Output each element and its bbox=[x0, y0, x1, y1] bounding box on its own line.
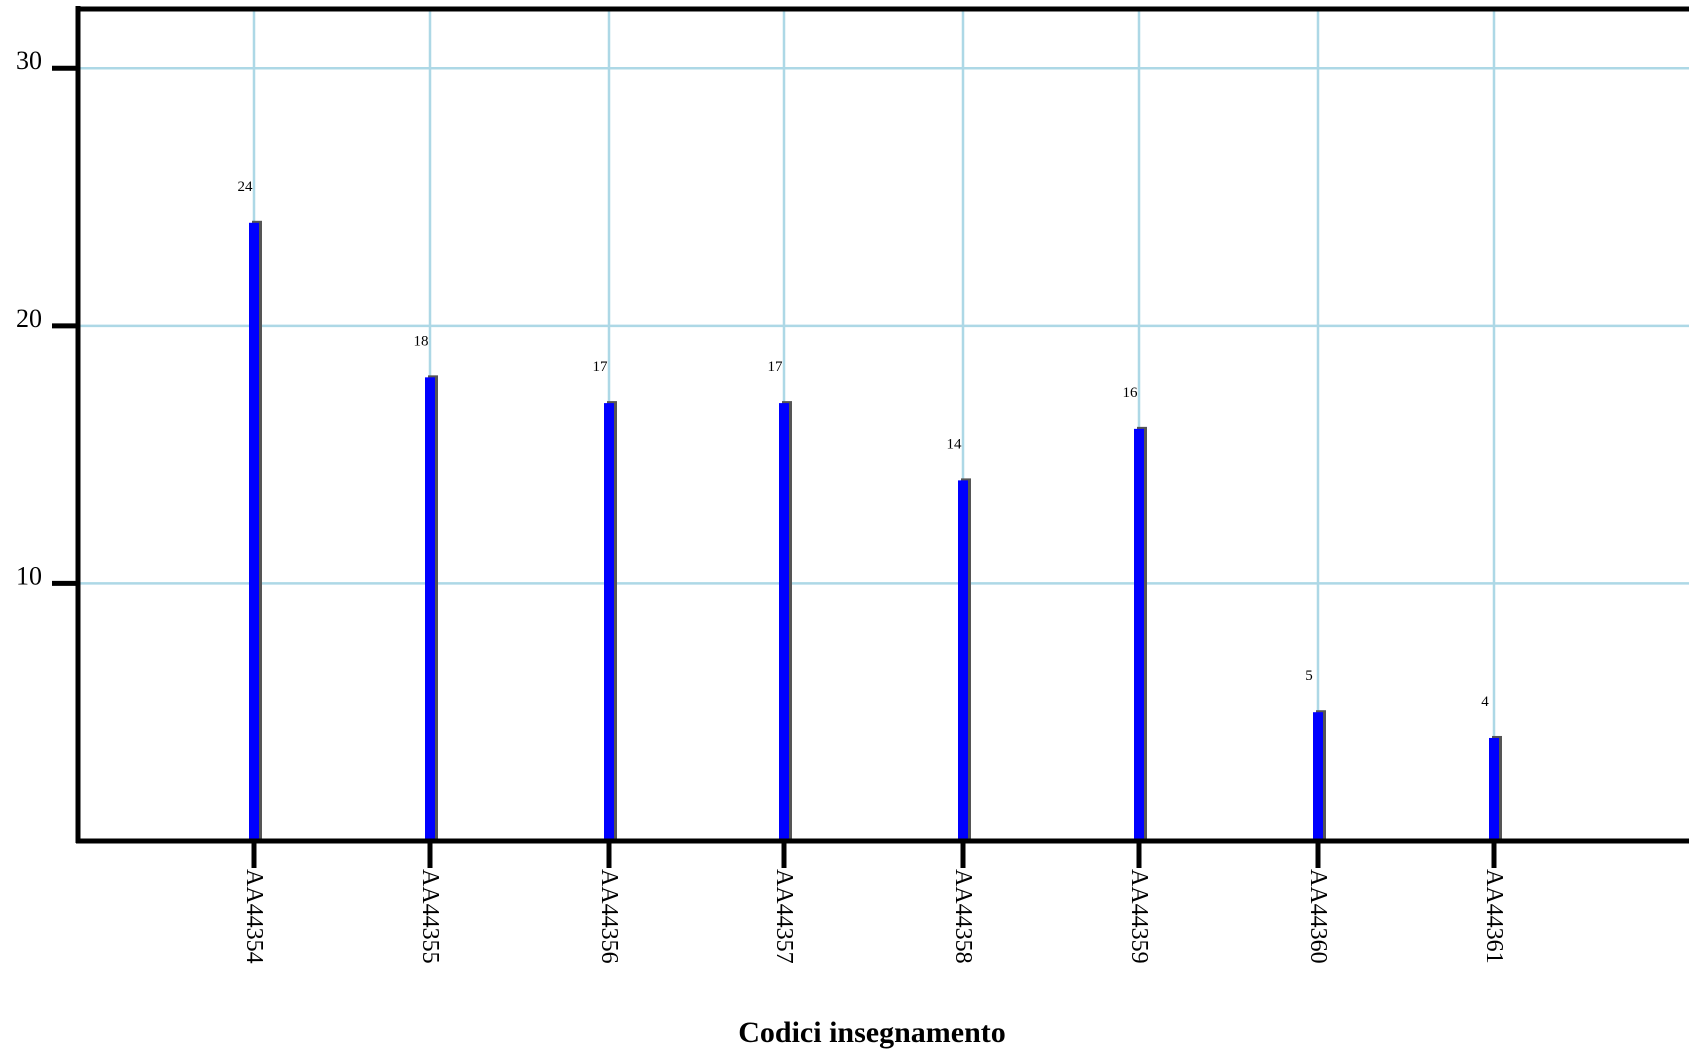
data-label: 4 bbox=[1481, 694, 1489, 710]
bar bbox=[249, 222, 259, 842]
data-label: 24 bbox=[238, 179, 254, 195]
y-tick-label: 20 bbox=[16, 304, 42, 333]
bar bbox=[604, 403, 614, 841]
bar bbox=[779, 403, 789, 841]
y-tick-label: 30 bbox=[16, 46, 42, 75]
x-tick-label: AA44355 bbox=[417, 869, 443, 964]
x-tick-label: AA44356 bbox=[596, 869, 622, 964]
axes bbox=[75, 6, 1689, 844]
bar bbox=[958, 480, 968, 841]
data-label: 5 bbox=[1305, 668, 1313, 684]
bar bbox=[1313, 712, 1323, 841]
data-label: 16 bbox=[1123, 385, 1139, 401]
x-tick-label: AA44361 bbox=[1481, 869, 1507, 964]
y-tick-label: 10 bbox=[16, 561, 42, 590]
data-label: 17 bbox=[593, 359, 609, 375]
data-label: 17 bbox=[768, 359, 784, 375]
bars bbox=[249, 220, 1502, 842]
x-tick-label: AA44357 bbox=[771, 869, 797, 964]
x-tick-label: AA44354 bbox=[241, 869, 267, 964]
data-label: 18 bbox=[414, 333, 429, 349]
grid-lines bbox=[78, 9, 1689, 841]
x-axis-title: Codici insegnamento bbox=[738, 1016, 1006, 1049]
x-tick-label: AA44360 bbox=[1305, 869, 1331, 964]
x-tick-label: AA44358 bbox=[950, 869, 976, 964]
ticks: 10 20 30 AA44354 AA44355 AA44356 AA44357 AA4435… bbox=[16, 46, 1507, 963]
bar bbox=[1134, 428, 1144, 841]
data-label: 14 bbox=[947, 436, 963, 452]
data-labels: 24 18 17 17 14 16 5 4 bbox=[238, 179, 1490, 710]
bar bbox=[425, 377, 435, 841]
bar bbox=[1489, 737, 1499, 841]
x-tick-label: AA44359 bbox=[1126, 869, 1152, 964]
